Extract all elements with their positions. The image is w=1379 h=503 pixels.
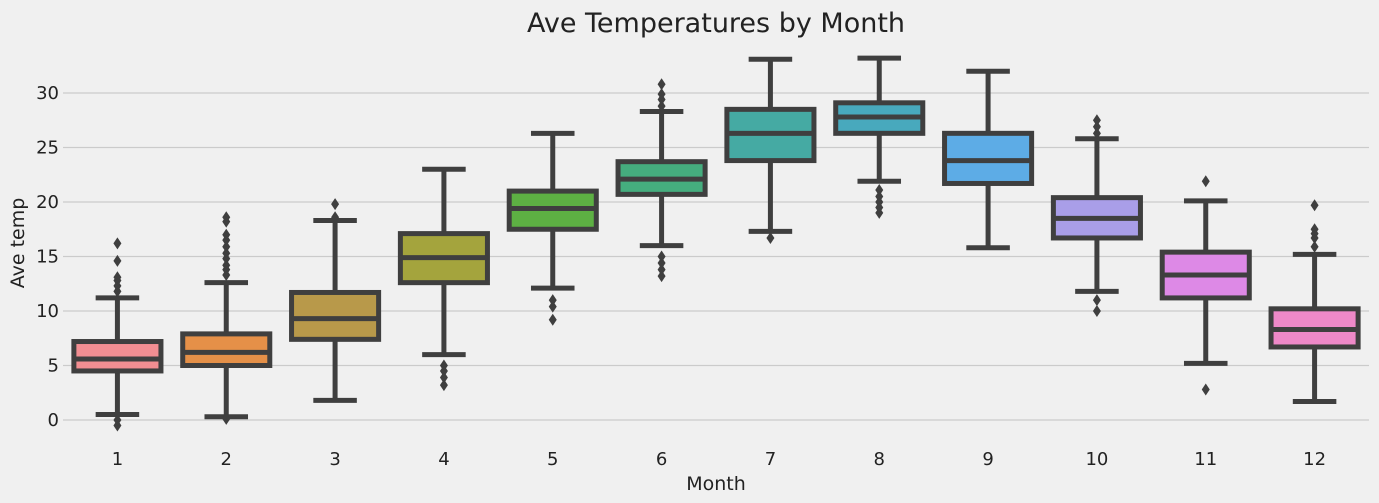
box-month-2 [180, 211, 273, 425]
outlier-point [657, 100, 666, 113]
y-tick-label: 30 [36, 83, 59, 104]
outlier-point [657, 270, 666, 283]
box-month-5 [506, 130, 599, 326]
outlier-point [766, 231, 775, 244]
x-tick-label: 12 [1303, 449, 1326, 470]
box-month-9 [942, 68, 1035, 251]
x-tick-label: 2 [221, 449, 232, 470]
x-tick-label: 11 [1194, 449, 1217, 470]
outlier-point [875, 190, 884, 203]
box-month-7 [724, 56, 817, 244]
y-tick-labels: 0 5 10 15 20 25 30 [36, 83, 59, 431]
iqr-box [71, 339, 164, 374]
outlier-point [657, 257, 666, 270]
x-tick-label: 6 [656, 449, 667, 470]
x-tick-label: 9 [982, 449, 993, 470]
outlier-point [1092, 120, 1101, 133]
box-month-12 [1268, 199, 1361, 404]
x-tick-label: 4 [438, 449, 449, 470]
outlier-point [113, 414, 122, 426]
outlier-point [222, 228, 231, 241]
outlier-point [548, 294, 557, 307]
chart-title: Ave Temperatures by Month [527, 8, 905, 39]
outlier-point [439, 359, 448, 372]
outlier-point [657, 88, 666, 101]
outlier-point [222, 259, 231, 272]
x-tick-label: 5 [547, 449, 558, 470]
outlier-point [657, 78, 666, 91]
x-tick-label: 8 [874, 449, 885, 470]
outlier-point [1092, 305, 1101, 317]
outlier-point [1092, 294, 1101, 307]
outlier-point [222, 211, 231, 224]
outlier-point [1310, 240, 1319, 253]
outlier-point [331, 211, 340, 224]
y-tick-label: 5 [48, 356, 59, 377]
outlier-point [113, 237, 122, 250]
y-axis-label: Ave temp [7, 198, 29, 289]
box-month-8 [833, 55, 926, 219]
box-month-1 [71, 237, 164, 432]
y-tick-label: 20 [36, 192, 59, 213]
iqr-box [180, 331, 273, 369]
outlier-point [113, 271, 122, 284]
y-tick-label: 25 [36, 138, 59, 159]
outlier-point [1201, 175, 1210, 188]
outlier-point [1201, 383, 1210, 396]
outlier-point [1310, 199, 1319, 212]
x-tick-labels: 1 2 3 4 5 6 7 8 9 10 11 12 [112, 449, 1326, 470]
y-tick-label: 10 [36, 301, 59, 322]
outlier-point [548, 313, 557, 326]
outlier-point [1310, 223, 1319, 236]
box-month-3 [289, 198, 382, 403]
outlier-point [222, 412, 231, 425]
y-tick-label: 0 [48, 410, 59, 431]
x-axis-label: Month [686, 473, 746, 495]
outlier-point [439, 379, 448, 392]
box-month-10 [1050, 114, 1143, 317]
outlier-point [657, 263, 666, 276]
box-month-4 [397, 166, 490, 392]
box-month-6 [615, 78, 708, 283]
outlier-point [439, 371, 448, 384]
box-series [71, 55, 1361, 432]
x-tick-label: 7 [765, 449, 776, 470]
grid-lines [63, 92, 1369, 421]
outlier-point [331, 198, 340, 211]
outlier-point [222, 247, 231, 260]
outlier-point [657, 250, 666, 263]
outlier-point [1092, 114, 1101, 127]
iqr-box [289, 289, 382, 342]
x-tick-label: 3 [329, 449, 340, 470]
x-tick-label: 1 [112, 449, 123, 470]
outlier-point [113, 254, 122, 267]
outlier-point [875, 184, 884, 197]
outlier-point [222, 240, 231, 253]
x-tick-label: 10 [1085, 449, 1108, 470]
box-month-11 [1159, 175, 1252, 396]
outlier-point [1092, 127, 1101, 140]
y-tick-label: 15 [36, 247, 59, 268]
outlier-point [548, 300, 557, 313]
